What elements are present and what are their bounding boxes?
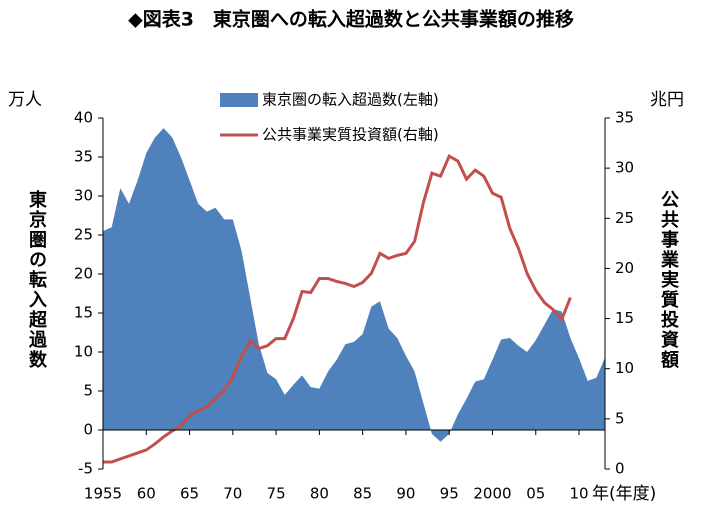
y-unit: 万人: [8, 90, 42, 110]
area: [103, 128, 605, 442]
y2-tick-label: 10: [615, 359, 634, 377]
y2-tick-label: 25: [615, 209, 634, 227]
x-tick-label: 70: [223, 485, 242, 503]
x-tick-label: 95: [440, 485, 459, 503]
y2-tick-label: 0: [615, 460, 625, 478]
x-tick-label: 80: [310, 485, 329, 503]
y2-tick-label: 15: [615, 309, 634, 327]
y2-tick-label: 20: [615, 259, 634, 277]
x-tick-label: 90: [396, 485, 415, 503]
x-tick-label: 85: [353, 485, 372, 503]
x-tick-label: 05: [526, 485, 545, 503]
x-tick-label: 60: [137, 485, 156, 503]
chart-title: ◆図表3 東京圏への転入超過数と公共事業額の推移: [128, 8, 574, 31]
legend-swatch: [220, 93, 258, 107]
y-tick-label: 35: [74, 148, 93, 166]
line: [103, 153, 572, 464]
y-tick-label: 20: [74, 265, 93, 283]
legend-label: 東京圏の転入超過数(左軸): [262, 91, 439, 109]
y2-axis-label: 公共事業実質投資額: [658, 190, 680, 370]
y-tick-label: 15: [74, 304, 93, 322]
y-tick-label: 0: [83, 421, 93, 439]
x-tick-label: 1955: [84, 485, 122, 503]
y-tick-label: 10: [74, 343, 93, 361]
y2-unit: 兆円: [650, 90, 684, 110]
y-tick-label: 5: [83, 382, 93, 400]
x-tick-label: 10: [569, 485, 588, 503]
x-tick-label: 75: [267, 485, 286, 503]
x-suffix: 年(年度): [592, 484, 656, 504]
x-tick-label: 2000: [473, 485, 511, 503]
y-tick-label: 25: [74, 226, 93, 244]
x-tick-label: 65: [180, 485, 199, 503]
y-tick-label: -5: [78, 460, 93, 478]
y2-tick-label: 35: [615, 109, 634, 127]
legend-label: 公共事業実質投資額(右軸): [262, 126, 439, 144]
y2-tick-label: 5: [615, 409, 625, 427]
y-tick-label: 40: [74, 109, 93, 127]
y2-tick-label: 30: [615, 159, 634, 177]
y-axis-label: 東京圏の転入超過数: [26, 189, 47, 370]
y-tick-label: 30: [74, 187, 93, 205]
